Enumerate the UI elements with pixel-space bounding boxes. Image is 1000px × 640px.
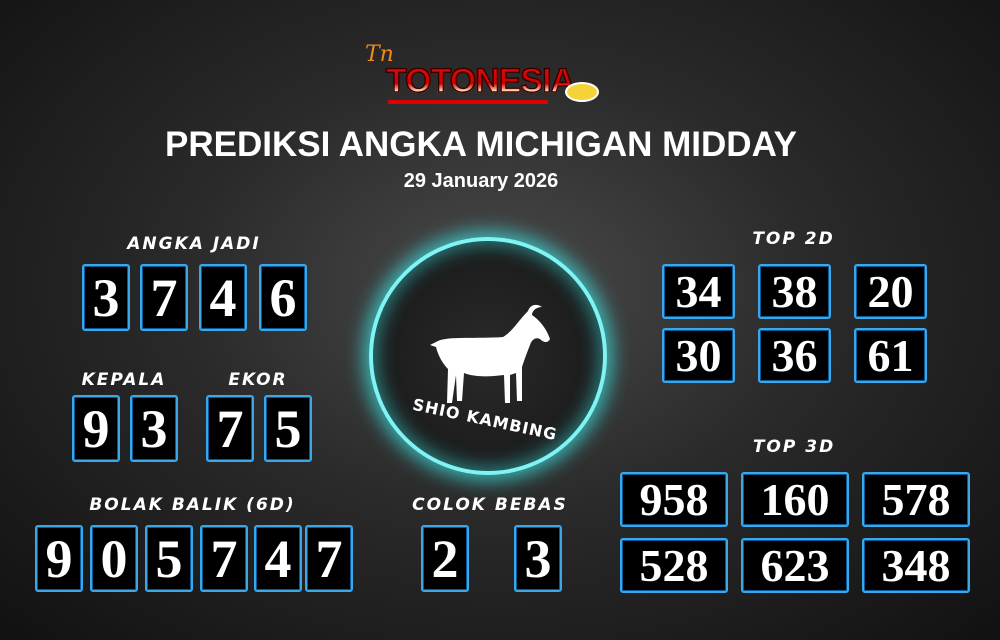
- page-date: 29 January 2026: [403, 170, 559, 192]
- kepala-label: KEPALA: [81, 370, 167, 390]
- logo-mark: Tn: [365, 42, 394, 67]
- top3d-value: 160: [741, 472, 849, 527]
- logo-underline: [388, 100, 548, 104]
- top2d-value: 36: [758, 328, 831, 383]
- angka-jadi-digit: 4: [199, 264, 247, 331]
- colok-bebas-label: COLOK BEBAS: [412, 495, 568, 515]
- ekor-label: EKOR: [228, 370, 288, 390]
- bolak-balik-digit: 5: [145, 525, 193, 592]
- top3d-value: 578: [862, 472, 970, 527]
- kepala-digit: 9: [72, 395, 120, 462]
- top3d-value: 958: [620, 472, 728, 527]
- bolak-balik-digit: 7: [200, 525, 248, 592]
- bolak-balik-label: BOLAK BALIK (6D): [89, 495, 296, 515]
- goat-icon: [430, 304, 550, 403]
- colok-bebas-digit: 2: [421, 525, 469, 592]
- top2d-value: 61: [854, 328, 927, 383]
- ekor-digit: 5: [264, 395, 312, 462]
- top2d-label: TOP 2D: [752, 229, 835, 249]
- top2d-value: 34: [662, 264, 735, 319]
- colok-bebas-digit: 3: [514, 525, 562, 592]
- top3d-value: 348: [862, 538, 970, 593]
- kepala-digit: 3: [130, 395, 178, 462]
- top2d-value: 38: [758, 264, 831, 319]
- angka-jadi-digit: 6: [259, 264, 307, 331]
- bolak-balik-digit: 9: [35, 525, 83, 592]
- ekor-digit: 7: [206, 395, 254, 462]
- logo-text: TOTONESIA: [385, 61, 576, 101]
- angka-jadi-digit: 7: [140, 264, 188, 331]
- top2d-value: 20: [854, 264, 927, 319]
- bolak-balik-digit: 0: [90, 525, 138, 592]
- casino-chip-icon: [565, 82, 599, 102]
- top2d-value: 30: [662, 328, 735, 383]
- bolak-balik-digit: 4: [254, 525, 302, 592]
- shio-circle: [369, 237, 607, 475]
- top3d-value: 623: [741, 538, 849, 593]
- totonesia-logo: Tn TOTONESIA: [360, 42, 610, 112]
- top3d-value: 528: [620, 538, 728, 593]
- angka-jadi-label: ANGKA JADI: [127, 234, 261, 254]
- angka-jadi-digit: 3: [82, 264, 130, 331]
- bolak-balik-digit: 7: [305, 525, 353, 592]
- page-title: PREDIKSI ANGKA MICHIGAN MIDDAY: [165, 125, 797, 164]
- top3d-label: TOP 3D: [752, 437, 836, 457]
